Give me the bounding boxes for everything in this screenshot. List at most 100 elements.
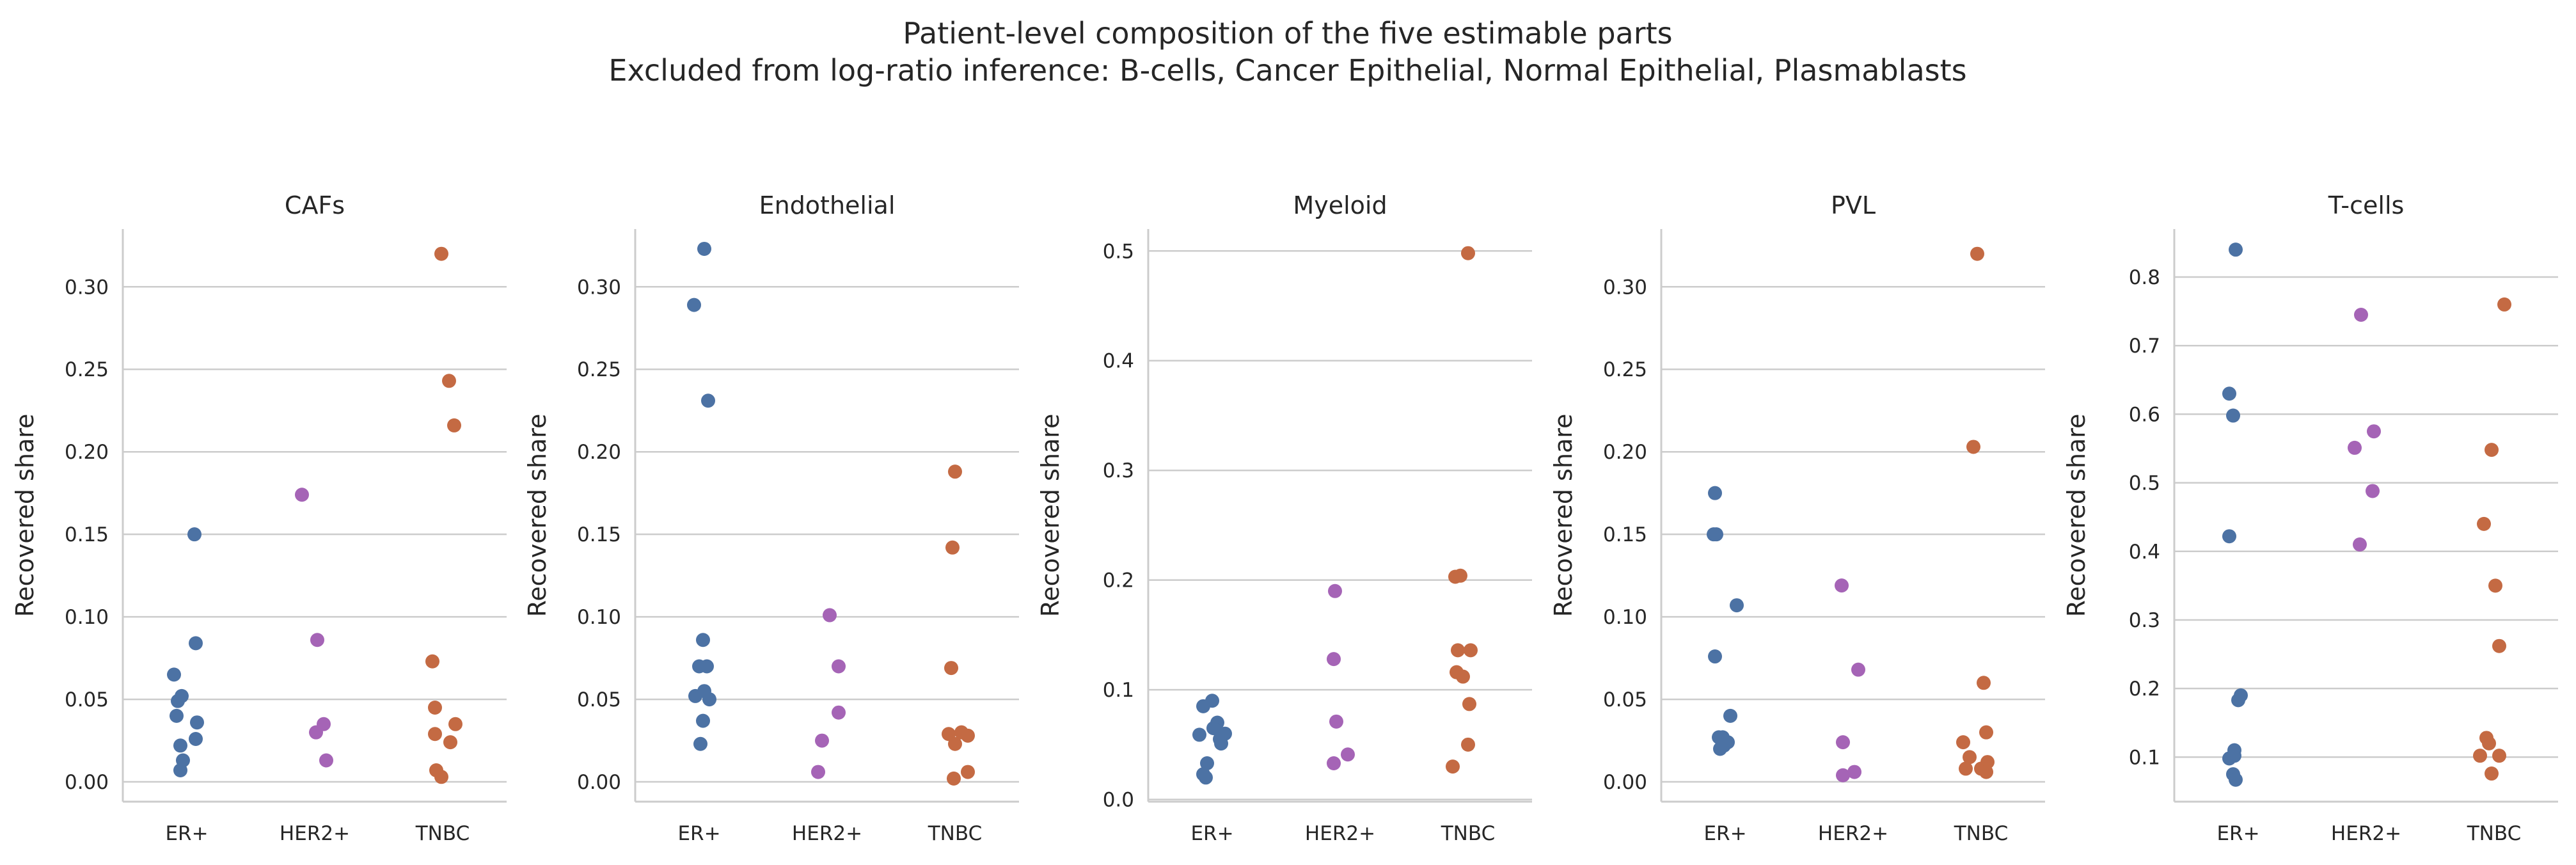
y-tick-label: 0.10	[65, 606, 109, 629]
y-tick-label: 0.4	[1103, 350, 1134, 373]
data-point	[173, 763, 187, 777]
y-tick-label: 0.25	[1603, 358, 1647, 381]
data-point	[187, 527, 201, 542]
y-axis-label: Recovered share	[1036, 414, 1064, 617]
data-point	[2222, 386, 2236, 401]
data-point	[1206, 721, 1221, 736]
y-tick-label: 0.15	[1603, 523, 1647, 546]
data-point	[697, 241, 711, 256]
data-point	[1200, 756, 1214, 770]
x-tick-label: ER+	[2216, 822, 2259, 845]
data-point	[688, 688, 702, 703]
data-point	[702, 692, 716, 707]
data-point	[1835, 578, 1849, 593]
y-tick-label: 0.10	[1603, 606, 1647, 629]
data-point	[1708, 649, 1722, 664]
y-tick-label: 0.25	[577, 358, 621, 381]
y-tick-label: 0.05	[577, 688, 621, 711]
data-point	[189, 636, 203, 651]
y-tick-label: 0.5	[1103, 240, 1134, 263]
data-point	[1836, 735, 1850, 750]
data-point	[811, 765, 825, 779]
data-point	[1979, 725, 1993, 740]
data-point	[425, 654, 439, 669]
data-point	[434, 770, 448, 784]
y-tick-label: 0.00	[65, 771, 109, 794]
data-point	[2488, 578, 2502, 593]
x-tick-label: TNBC	[1441, 822, 1496, 845]
y-axis-label: Recovered share	[2062, 414, 2090, 617]
data-point	[1464, 643, 1478, 658]
data-point	[295, 488, 309, 502]
y-tick-label: 0.05	[65, 688, 109, 711]
data-point	[189, 731, 203, 746]
y-tick-label: 0.8	[2129, 266, 2160, 289]
data-point	[2222, 751, 2236, 766]
data-point	[1847, 765, 1861, 779]
data-point	[2492, 749, 2506, 763]
y-tick-label: 0.15	[577, 523, 621, 546]
y-tick-label: 0.20	[65, 441, 109, 464]
data-point	[428, 700, 442, 715]
x-tick-label: TNBC	[415, 822, 470, 845]
x-tick-label: HER2+	[1818, 822, 1888, 845]
data-point	[2366, 484, 2380, 498]
x-tick-label: HER2+	[792, 822, 862, 845]
y-tick-label: 0.3	[2129, 609, 2160, 632]
data-point	[2485, 443, 2499, 457]
y-axis-label: Recovered share	[1549, 414, 1577, 617]
panel-cafs: 0.00 0.05 0.10 0.15 0.20 0.25 0.30 ER+ HER2+ TNBC…	[11, 191, 507, 845]
y-tick-label: 0.0	[1103, 789, 1134, 812]
data-point	[832, 659, 846, 674]
data-point	[1328, 583, 1342, 598]
data-point	[310, 633, 324, 647]
data-point	[2497, 297, 2511, 312]
data-point	[1327, 756, 1341, 770]
data-point	[1730, 598, 1744, 613]
data-point	[442, 374, 456, 388]
panel-title: T-cells	[2328, 191, 2405, 219]
data-point	[2354, 307, 2368, 322]
data-point	[1453, 568, 1467, 583]
data-point	[823, 608, 837, 623]
data-point	[443, 735, 457, 750]
panel-title: PVL	[1831, 191, 1876, 219]
x-tick-label: ER+	[1190, 822, 1233, 845]
data-point	[2222, 529, 2236, 544]
data-point	[1456, 669, 1470, 684]
x-tick-label: ER+	[1703, 822, 1746, 845]
y-tick-label: 0.00	[1603, 771, 1647, 794]
data-point	[2485, 766, 2499, 781]
data-point	[1959, 761, 1973, 776]
x-tick-label: TNBC	[2467, 822, 2522, 845]
data-point	[1963, 750, 1977, 765]
data-point	[2229, 242, 2243, 257]
y-tick-label: 0.15	[65, 523, 109, 546]
y-tick-label: 0.30	[65, 276, 109, 299]
data-point	[1956, 735, 1970, 750]
y-tick-label: 0.2	[1103, 569, 1134, 592]
data-point	[1446, 759, 1460, 774]
y-tick-label: 0.4	[2129, 541, 2160, 564]
data-point	[1205, 694, 1219, 708]
figure-title-line-2: Excluded from log-ratio inference: B-cel…	[608, 53, 1966, 88]
data-point	[945, 540, 960, 555]
x-tick-label: ER+	[677, 822, 720, 845]
data-point	[2482, 736, 2496, 750]
data-point	[1709, 527, 1723, 542]
y-tick-label: 0.1	[1103, 679, 1134, 702]
panel-myeloid: 0.0 0.1 0.2 0.3 0.4 0.5 ER+ HER2+ TNBC Myeloid Rec…	[1036, 191, 1532, 845]
y-tick-label: 0.1	[2129, 746, 2160, 769]
data-point	[171, 694, 185, 708]
data-point	[696, 713, 710, 728]
data-point	[948, 464, 962, 479]
x-tick-label: HER2+	[280, 822, 350, 845]
data-point	[1708, 486, 1722, 500]
y-tick-label: 0.25	[65, 358, 109, 381]
y-tick-label: 0.20	[577, 441, 621, 464]
panel-pvl: 0.00 0.05 0.10 0.15 0.20 0.25 0.30 ER+ HER2+ TNBC…	[1549, 191, 2045, 845]
panels: 0.00 0.05 0.10 0.15 0.20 0.25 0.30 ER+ HER2+ TNBC…	[11, 191, 2558, 845]
data-point	[1341, 747, 1355, 762]
data-point	[1966, 440, 1980, 454]
